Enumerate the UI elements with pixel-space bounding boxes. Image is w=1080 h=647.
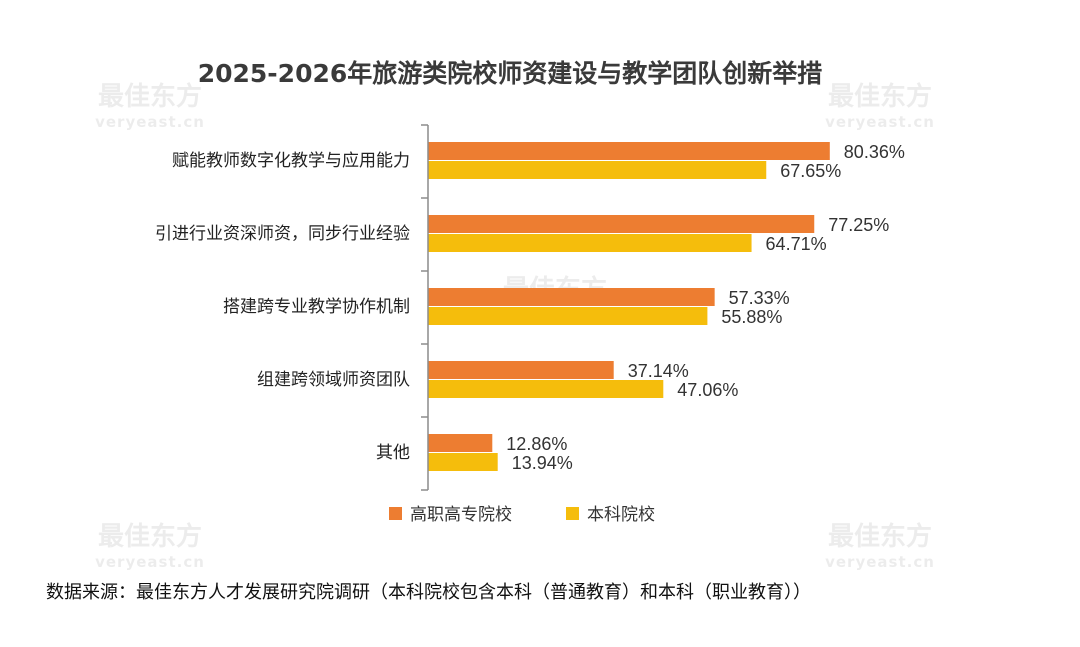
watermark-brand: 最佳东方 xyxy=(828,521,932,552)
bar-vocational xyxy=(428,434,493,452)
category-label: 组建跨领域师资团队 xyxy=(257,370,410,390)
data-label: 37.14% xyxy=(628,361,689,381)
bar-vocational xyxy=(428,288,715,306)
watermark-site: veryeast.cn xyxy=(95,113,205,131)
watermark-brand: 最佳东方 xyxy=(98,81,202,112)
bar-vocational xyxy=(428,361,614,379)
bar-undergraduate xyxy=(428,161,767,179)
category-label: 搭建跨专业教学协作机制 xyxy=(223,297,410,317)
legend: 高职高专院校 本科院校 xyxy=(389,505,655,525)
bar-undergraduate xyxy=(428,234,752,252)
bar-undergraduate xyxy=(428,307,708,325)
bar-vocational xyxy=(428,215,815,233)
legend-swatch xyxy=(389,507,402,520)
data-label: 47.06% xyxy=(677,380,738,400)
chart-title: 2025-2026年旅游类院校师资建设与教学团队创新举措 xyxy=(198,59,823,88)
watermark-site: veryeast.cn xyxy=(825,113,935,131)
data-label: 64.71% xyxy=(766,234,827,254)
y-axis xyxy=(421,124,429,491)
category-label: 引进行业资深师资，同步行业经验 xyxy=(155,224,410,244)
value-labels: 80.36%67.65% 77.25%64.71% 57.33%55.88% 37.1… xyxy=(506,142,905,473)
legend-label: 本科院校 xyxy=(587,505,655,525)
category-label: 其他 xyxy=(376,443,410,463)
bar-undergraduate xyxy=(428,453,498,471)
watermark-brand: 最佳东方 xyxy=(828,81,932,112)
data-label: 12.86% xyxy=(506,434,567,454)
data-label: 77.25% xyxy=(828,215,889,235)
legend-swatch xyxy=(566,507,579,520)
data-label: 55.88% xyxy=(721,307,782,327)
legend-label: 高职高专院校 xyxy=(410,505,512,525)
data-label: 67.65% xyxy=(780,161,841,181)
category-label: 赋能教师数字化教学与应用能力 xyxy=(172,151,410,171)
data-label: 13.94% xyxy=(512,453,573,473)
bars xyxy=(428,142,830,471)
bar-vocational xyxy=(428,142,830,160)
watermark-brand: 最佳东方 xyxy=(98,521,202,552)
watermark-site: veryeast.cn xyxy=(825,553,935,571)
category-labels: 赋能教师数字化教学与应用能力引进行业资深师资，同步行业经验搭建跨专业教学协作机制… xyxy=(155,151,410,463)
watermark-site: veryeast.cn xyxy=(95,553,205,571)
data-label: 57.33% xyxy=(729,288,790,308)
source-note: 数据来源：最佳东方人才发展研究院调研（本科院校包含本科（普通教育）和本科（职业教… xyxy=(46,582,811,603)
data-label: 80.36% xyxy=(844,142,905,162)
bar-undergraduate xyxy=(428,380,664,398)
